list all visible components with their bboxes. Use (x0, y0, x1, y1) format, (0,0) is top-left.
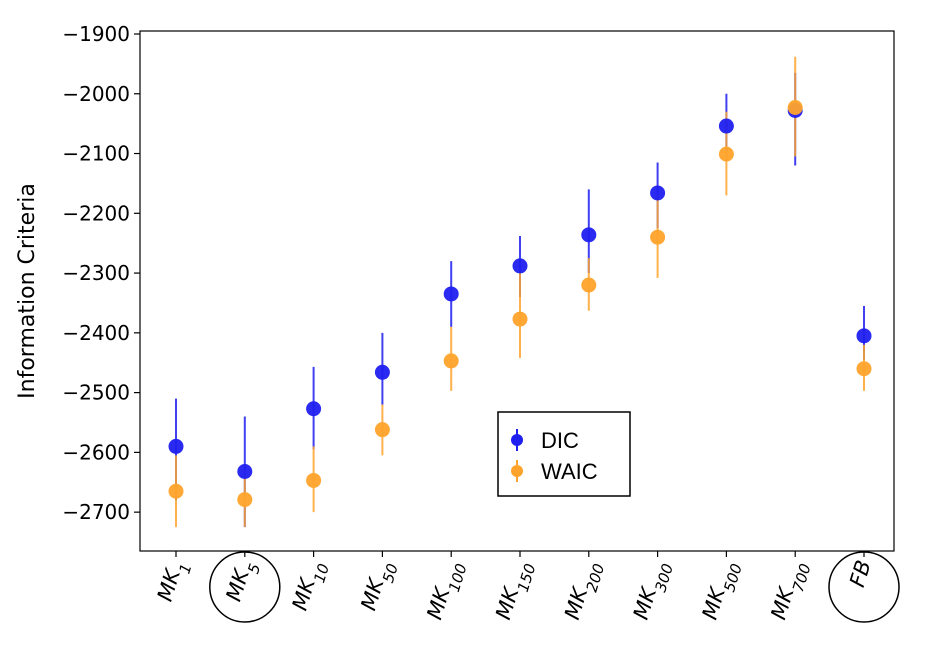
waic-point (443, 353, 459, 369)
y-tick-label: −2200 (62, 201, 130, 225)
y-tick-label: −2700 (62, 500, 130, 524)
waic-point (168, 483, 184, 499)
y-tick-label: −2100 (62, 142, 130, 166)
dic-point (237, 464, 253, 480)
x-tick-label: FB (845, 557, 876, 589)
dic-point (443, 286, 459, 302)
legend-swatch (511, 465, 523, 477)
y-tick-label: −1900 (62, 22, 130, 46)
dic-point (856, 328, 872, 344)
x-tick-label: MK50 (356, 557, 402, 615)
x-tick-label: MK100 (422, 557, 470, 624)
waic-point (306, 472, 322, 488)
dic-point (718, 118, 734, 134)
dic-point (581, 227, 597, 243)
data-marks (168, 56, 872, 528)
dic-point (650, 185, 666, 201)
waic-point (856, 361, 872, 377)
x-tick-label: MK150 (491, 557, 539, 624)
x-tick-label: MK10 (288, 557, 334, 615)
waic-point (512, 311, 528, 327)
y-tick-label: −2000 (62, 82, 130, 106)
waic-point (718, 146, 734, 162)
x-tick-label: MK1 (153, 557, 196, 606)
x-tick-label: MK200 (560, 557, 608, 624)
legend-label: WAIC (541, 459, 598, 484)
legend-label: DIC (541, 428, 579, 453)
dic-point (374, 364, 390, 380)
x-tick-label: MK700 (766, 557, 814, 624)
waic-point (787, 100, 803, 116)
x-tick-label: MK5 (222, 557, 265, 606)
legend-swatch (511, 434, 523, 446)
y-axis-label: Information Criteria (15, 183, 40, 399)
y-tick-label: −2300 (62, 261, 130, 285)
plot-area-frame (139, 30, 895, 552)
x-tick-label: MK300 (629, 557, 677, 624)
y-tick-label: −2500 (62, 381, 130, 405)
y-tick-label: −2400 (62, 321, 130, 345)
waic-point (237, 492, 253, 508)
waic-point (374, 422, 390, 438)
dic-point (168, 438, 184, 454)
waic-point (581, 277, 597, 293)
x-axis: MK1 MK5 MK10 MK50 MK100 MK150 MK200 MK300 MK500 M… (153, 551, 900, 624)
legend-box (497, 411, 631, 497)
y-tick-label: −2600 (62, 440, 130, 464)
legend: DIC WAIC (497, 411, 631, 497)
x-tick-label: MK500 (698, 557, 746, 624)
waic-point (650, 229, 666, 245)
highlight-circle (209, 551, 281, 623)
highlight-circle (828, 551, 900, 623)
y-axis: −1900 −2000 −2100 −2200 −2300 −2400 −2500 −2600… (62, 22, 140, 524)
dic-point (306, 401, 322, 417)
dic-point (512, 258, 528, 274)
